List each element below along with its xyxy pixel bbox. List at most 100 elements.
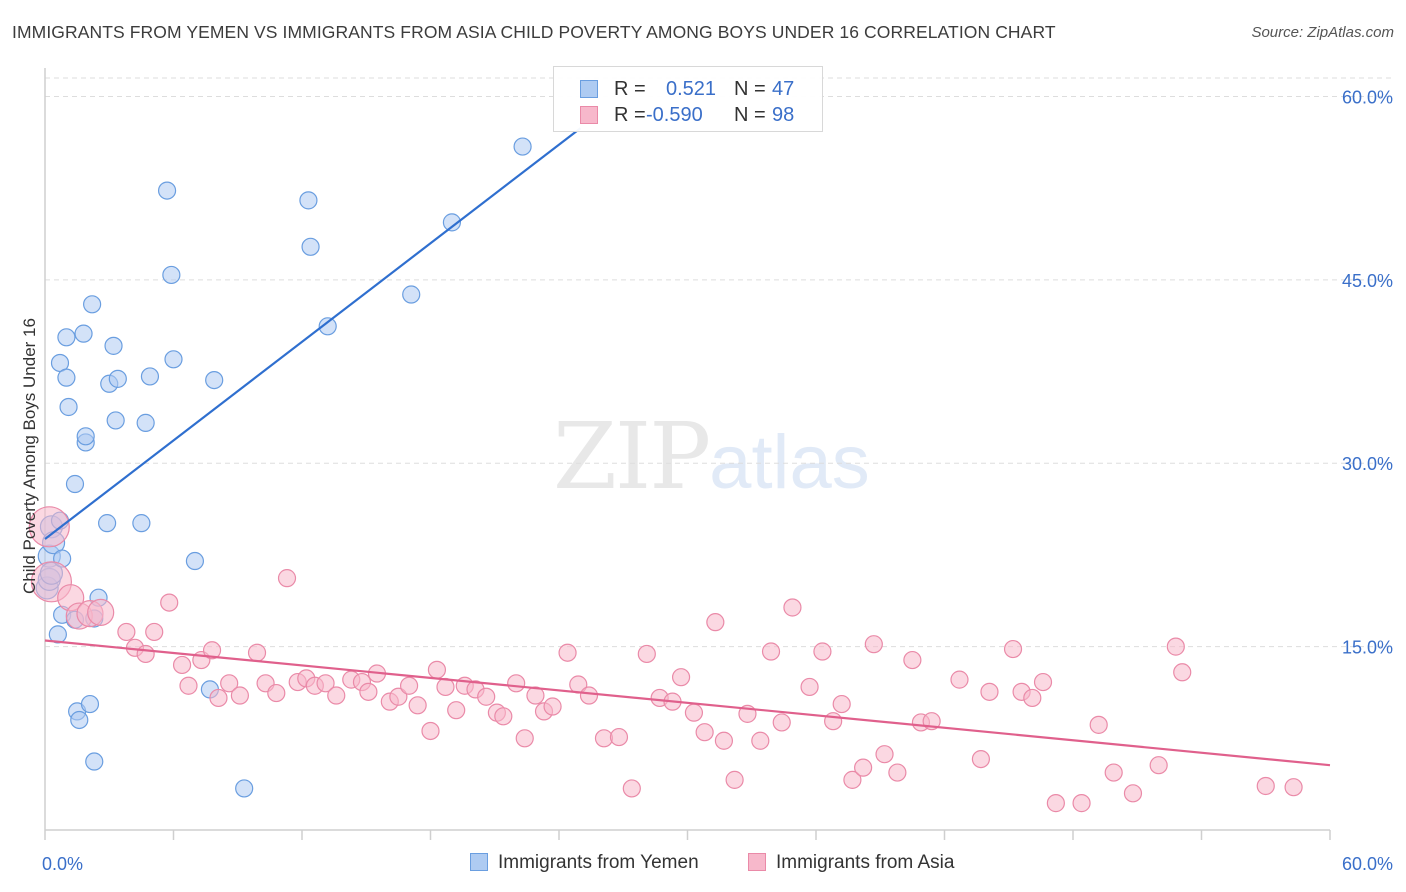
- asia-point: [1256, 776, 1275, 796]
- yemen-point: [83, 295, 102, 314]
- asia-point: [706, 613, 725, 632]
- asia-point: [87, 598, 115, 626]
- asia-point: [783, 598, 802, 617]
- yemen-point: [136, 413, 155, 432]
- asia-point: [399, 676, 419, 695]
- asia-point: [1089, 715, 1108, 734]
- asia-point: [1046, 794, 1065, 813]
- yemen-point: [318, 317, 337, 336]
- asia-point: [1023, 688, 1042, 708]
- asia-point: [136, 644, 155, 664]
- yemen-legend-swatch: [470, 853, 488, 871]
- asia-point: [903, 650, 922, 670]
- yemen-point: [57, 368, 76, 387]
- asia-point: [751, 731, 770, 750]
- asia-point: [421, 721, 440, 741]
- asia-point: [230, 686, 249, 705]
- x-tick-label: 0.0%: [42, 854, 83, 874]
- asia-point: [515, 729, 534, 748]
- yemen-point: [108, 369, 127, 388]
- asia-trend-line: [44, 639, 1331, 767]
- yemen-point: [162, 265, 181, 285]
- asia-point: [843, 770, 862, 789]
- asia-point: [761, 642, 781, 661]
- asia-point: [800, 677, 819, 697]
- asia-point: [579, 686, 599, 705]
- r-label: R =: [614, 78, 646, 100]
- asia-legend-swatch: [748, 853, 766, 871]
- asia-point: [558, 643, 577, 662]
- yemen-point: [185, 551, 205, 571]
- asia-point: [145, 622, 164, 642]
- yemen-point: [80, 694, 100, 714]
- asia-point: [28, 506, 70, 548]
- asia-point: [875, 745, 894, 764]
- asia-point: [117, 622, 136, 642]
- asia-point: [832, 694, 851, 714]
- legend-item-yemen: Immigrants from Yemen: [470, 852, 699, 874]
- asia-swatch: [580, 106, 598, 124]
- asia-point: [622, 779, 641, 798]
- asia-point: [427, 660, 447, 679]
- x-tick-label: 60.0%: [1342, 854, 1393, 874]
- asia-point: [447, 701, 466, 720]
- asia-point: [1173, 663, 1192, 682]
- n-value: 98: [772, 104, 795, 126]
- asia-point: [543, 697, 562, 716]
- y-tick-label: 60.0%: [1342, 87, 1393, 107]
- asia-point: [725, 770, 744, 789]
- asia-point: [327, 686, 346, 705]
- asia-point: [1166, 637, 1185, 656]
- asia-point: [971, 749, 991, 769]
- correlation-legend: R = 0.521 N = 47 R = -0.590 N = 98: [553, 66, 823, 132]
- asia-point: [1033, 672, 1053, 692]
- asia-point: [980, 682, 999, 701]
- watermark-zip: ZIP: [553, 403, 711, 510]
- asia-point: [359, 682, 378, 701]
- asia-point: [864, 635, 883, 654]
- legend-label-yemen: Immigrants from Yemen: [498, 852, 699, 873]
- yemen-point: [301, 237, 320, 256]
- yemen-point: [106, 411, 125, 430]
- y-tick-label: 30.0%: [1342, 454, 1393, 474]
- asia-point: [202, 641, 222, 660]
- asia-point: [408, 696, 427, 715]
- asia-point: [637, 644, 656, 664]
- asia-point: [316, 674, 335, 693]
- asia-point: [684, 703, 704, 722]
- yemen-point: [70, 710, 89, 730]
- n-label: N =: [734, 104, 766, 126]
- legend-row-yemen: R = 0.521 N = 47: [554, 76, 822, 104]
- yemen-swatch: [580, 80, 598, 98]
- yemen-point: [132, 514, 151, 533]
- y-tick-label: 15.0%: [1342, 638, 1393, 658]
- asia-point: [477, 687, 496, 706]
- r-value: -0.590: [646, 104, 703, 126]
- asia-point: [209, 688, 228, 708]
- asia-point: [267, 683, 286, 703]
- yemen-point: [235, 779, 254, 798]
- legend-label-asia: Immigrants from Asia: [776, 852, 955, 873]
- watermark: ZIPatlas: [553, 403, 870, 510]
- asia-point: [609, 727, 629, 747]
- yemen-point: [140, 367, 160, 386]
- yemen-point: [205, 370, 224, 390]
- asia-point: [695, 723, 714, 742]
- asia-point: [160, 593, 179, 612]
- n-label: N =: [734, 78, 766, 100]
- asia-point: [824, 712, 843, 731]
- yemen-point: [85, 752, 104, 771]
- source-label: Source: ZipAtlas.com: [1251, 24, 1394, 41]
- asia-point: [507, 674, 526, 693]
- yemen-point: [48, 625, 67, 644]
- asia-point: [813, 642, 832, 661]
- asia-point: [247, 643, 267, 662]
- asia-point: [1072, 794, 1091, 813]
- yemen-point: [74, 324, 93, 343]
- asia-point: [389, 687, 408, 706]
- asia-point: [179, 676, 198, 695]
- chart-title: IMMIGRANTS FROM YEMEN VS IMMIGRANTS FROM…: [12, 22, 1056, 42]
- yemen-point: [157, 181, 177, 200]
- asia-point: [714, 731, 734, 750]
